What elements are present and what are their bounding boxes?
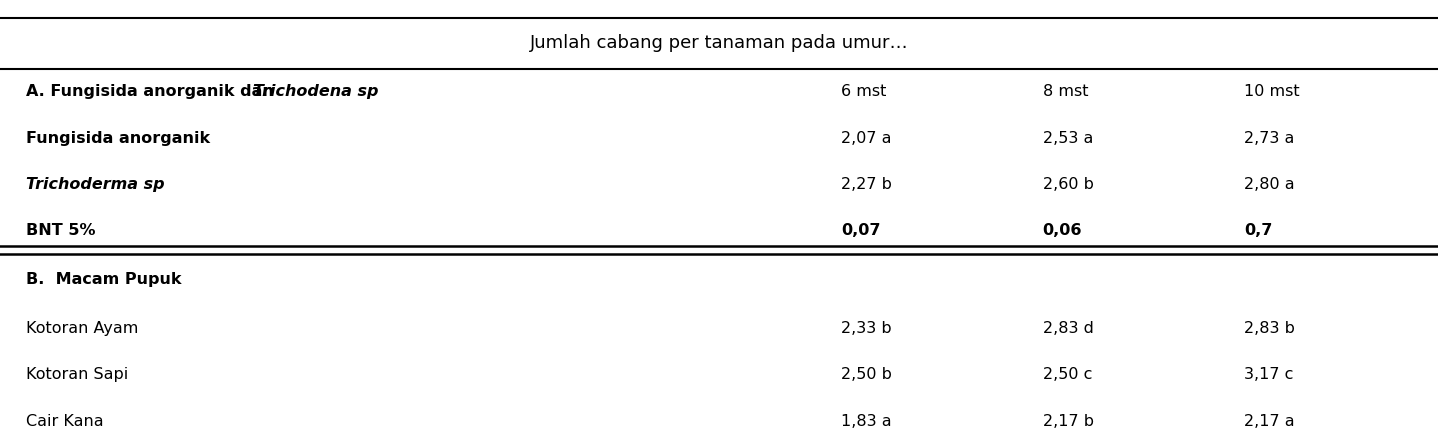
- Text: BNT 5%: BNT 5%: [26, 224, 95, 238]
- Text: 2,80 a: 2,80 a: [1244, 177, 1294, 192]
- Text: Kotoran Ayam: Kotoran Ayam: [26, 321, 138, 335]
- Text: Cair Kana: Cair Kana: [26, 414, 104, 428]
- Text: Trichodena sp: Trichodena sp: [253, 84, 378, 99]
- Text: 2,60 b: 2,60 b: [1043, 177, 1093, 192]
- Text: 2,73 a: 2,73 a: [1244, 131, 1294, 145]
- Text: 2,83 d: 2,83 d: [1043, 321, 1093, 335]
- Text: 2,07 a: 2,07 a: [841, 131, 892, 145]
- Text: 2,50 b: 2,50 b: [841, 367, 892, 382]
- Text: 3,17 c: 3,17 c: [1244, 367, 1293, 382]
- Text: 0,7: 0,7: [1244, 224, 1273, 238]
- Text: 2,83 b: 2,83 b: [1244, 321, 1294, 335]
- Text: 2,17 b: 2,17 b: [1043, 414, 1093, 428]
- Text: Kotoran Sapi: Kotoran Sapi: [26, 367, 128, 382]
- Text: A. Fungisida anorganik dan: A. Fungisida anorganik dan: [26, 84, 279, 99]
- Text: Trichoderma sp: Trichoderma sp: [26, 177, 164, 192]
- Text: 10 mst: 10 mst: [1244, 84, 1300, 99]
- Text: Jumlah cabang per tanaman pada umur…: Jumlah cabang per tanaman pada umur…: [529, 34, 909, 52]
- Text: 2,27 b: 2,27 b: [841, 177, 892, 192]
- Text: 6 mst: 6 mst: [841, 84, 887, 99]
- Text: 1,83 a: 1,83 a: [841, 414, 892, 428]
- Text: 0,06: 0,06: [1043, 224, 1081, 238]
- Text: 2,53 a: 2,53 a: [1043, 131, 1093, 145]
- Text: Fungisida anorganik: Fungisida anorganik: [26, 131, 210, 145]
- Text: 2,17 a: 2,17 a: [1244, 414, 1294, 428]
- Text: 0,07: 0,07: [841, 224, 880, 238]
- Text: B.  Macam Pupuk: B. Macam Pupuk: [26, 272, 181, 287]
- Text: 2,50 c: 2,50 c: [1043, 367, 1091, 382]
- Text: 8 mst: 8 mst: [1043, 84, 1089, 99]
- Text: 2,33 b: 2,33 b: [841, 321, 892, 335]
